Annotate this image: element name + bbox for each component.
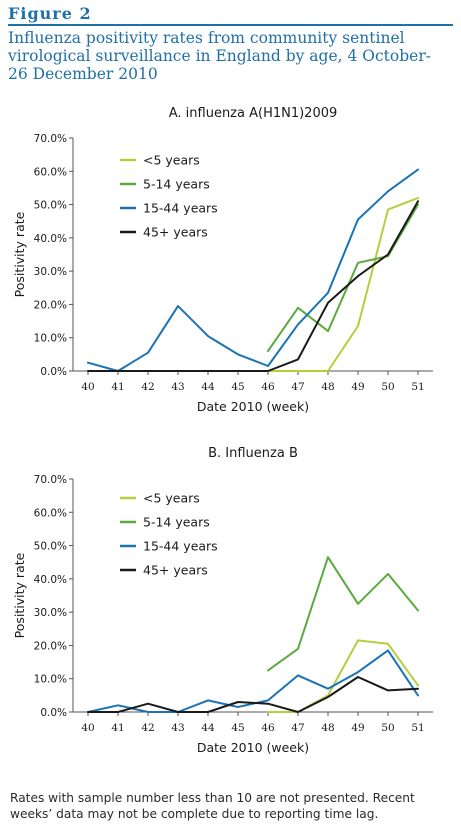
x-tick-label: 40 [81,722,94,734]
y-tick-label: 50.0% [34,541,67,553]
chart-title: A. influenza A(H1N1)2009 [169,106,338,121]
x-tick-label: 51 [411,381,424,393]
x-tick-label: 45 [231,381,244,393]
x-tick-label: 49 [351,381,364,393]
x-tick-label: 47 [291,381,304,393]
x-tick-label: 41 [111,722,124,734]
series-line [267,196,419,372]
y-axis-label: Positivity rate [12,211,27,297]
y-tick-label: 60.0% [34,166,67,178]
x-tick-label: 48 [321,381,334,393]
x-tick-label: 40 [81,381,94,393]
y-tick-label: 0.0% [40,366,67,378]
x-tick-label: 45 [231,722,244,734]
y-tick-label: 60.0% [34,507,67,519]
x-tick-label: 46 [261,381,275,393]
y-tick-label: 70.0% [34,474,67,486]
y-axis-label: Positivity rate [12,552,27,638]
x-tick-label: 42 [141,722,154,734]
series-line [87,200,419,372]
legend-label: 5-14 years [143,515,210,530]
x-tick-label: 51 [411,722,424,734]
legend-label: 5-14 years [143,177,210,192]
x-tick-label: 44 [201,722,215,734]
x-tick-label: 50 [381,722,394,734]
footnote: Rates with sample number less than 10 ar… [10,791,415,821]
legend-label: 45+ years [143,563,208,578]
chart-b: B. Influenza B 0.0% 10.0% 20.0% 30.0% 40.0% 50… [12,446,433,755]
x-tick-label: 41 [111,381,124,393]
chart-a: A. influenza A(H1N1)2009 0.0% 10.0% 20.0% 30… [12,106,433,414]
y-tick-label: 50.0% [34,200,67,212]
y-tick-label: 10.0% [34,333,67,345]
y-tick-label: 10.0% [34,674,67,686]
y-tick-label: 20.0% [34,299,67,311]
y-tick-label: 40.0% [34,574,67,586]
series-line [267,639,419,713]
y-tick-label: 70.0% [34,133,67,145]
x-tick-label: 44 [201,381,215,393]
y-tick-label: 20.0% [34,640,67,652]
x-tick-label: 47 [291,722,304,734]
legend-label: 15-44 years [143,201,218,216]
series-line [87,168,419,372]
x-tick-label: 43 [171,722,184,734]
y-tick-label: 0.0% [40,707,67,719]
series-line [267,556,419,672]
figure-rule [8,24,453,26]
figure-title: Influenza positivity rates from communit… [8,29,431,83]
y-tick-label: 30.0% [34,266,67,278]
x-axis-label: Date 2010 (week) [197,399,309,414]
figure-label: Figure 2 [8,4,92,23]
x-tick-label: 48 [321,722,334,734]
legend-label: <5 years [143,491,200,506]
series-line [87,676,419,713]
legend-label: 15-44 years [143,539,218,554]
legend-label: 45+ years [143,225,208,240]
series-line [267,203,419,352]
x-tick-label: 43 [171,381,184,393]
y-tick-label: 40.0% [34,233,67,245]
chart-title: B. Influenza B [208,446,298,461]
x-tick-label: 46 [261,722,275,734]
x-tick-label: 49 [351,722,364,734]
legend-label: <5 years [143,153,200,168]
x-tick-label: 50 [381,381,394,393]
x-tick-label: 42 [141,381,154,393]
y-tick-label: 30.0% [34,607,67,619]
x-axis-label: Date 2010 (week) [197,740,309,755]
